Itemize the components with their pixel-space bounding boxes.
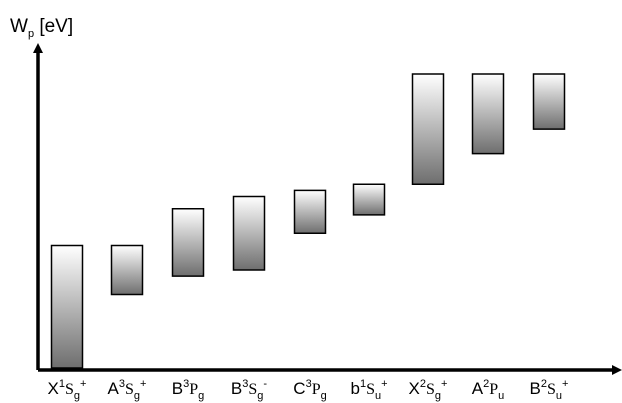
bar-1 xyxy=(110,244,144,296)
x-tick-label-2-part-2: P xyxy=(189,381,198,398)
x-tick-label-0-part-2: S xyxy=(65,381,74,398)
x-tick-label-0-part-0: X xyxy=(48,379,59,398)
x-tick-label-5-part-3: u xyxy=(375,390,381,402)
bar-5 xyxy=(352,183,386,216)
x-tick-label-6-part-0: X xyxy=(409,379,420,398)
x-tick-label-1: A3Sg+ xyxy=(108,378,147,402)
x-tick-label-6-part-4: + xyxy=(441,378,447,390)
y-axis-label-sub: p xyxy=(28,28,34,40)
x-tick-label-7-part-2: P xyxy=(489,381,498,398)
x-tick-label-6-part-1: 2 xyxy=(420,378,426,390)
bar-8 xyxy=(532,73,566,130)
x-tick-label-5-part-1: 1 xyxy=(360,378,366,390)
bar-7 xyxy=(471,73,505,155)
x-tick-label-3-part-4: - xyxy=(263,378,267,390)
bar-0 xyxy=(50,244,84,369)
x-tick-label-5-part-2: S xyxy=(366,381,375,398)
x-tick-label-2: B3Pg xyxy=(172,378,205,402)
x-tick-label-2-part-1: 3 xyxy=(183,378,189,390)
x-tick-label-0-part-1: 1 xyxy=(59,378,65,390)
x-tick-label-1-part-0: A xyxy=(108,379,120,398)
x-tick-label-6-part-3: g xyxy=(435,390,441,402)
x-tick-label-8-part-4: + xyxy=(562,378,568,390)
x-tick-label-7: A2Pu xyxy=(472,378,505,402)
x-tick-label-6: X2Sg+ xyxy=(409,378,448,402)
x-tick-label-4-part-0: C xyxy=(293,379,305,398)
x-tick-label-8-part-3: u xyxy=(556,390,562,402)
bars-layer xyxy=(50,73,566,369)
x-tick-label-1-part-1: 3 xyxy=(119,378,125,390)
x-tick-label-4-part-3: g xyxy=(321,390,327,402)
x-tick-label-0-part-4: + xyxy=(80,378,86,390)
x-tick-label-2-part-0: B xyxy=(172,379,183,398)
y-axis-label-unit: [eV] xyxy=(34,16,73,37)
x-tick-label-8: B2Su+ xyxy=(530,378,569,402)
bar-4 xyxy=(293,189,327,234)
x-tick-label-4-part-2: P xyxy=(312,381,321,398)
x-tick-label-5: b1Su+ xyxy=(350,378,387,402)
x-tick-labels: X1Sg+ A3Sg+ B3Pg B3Sg- C3Pg b1Su+ X2Sg+ A2Pu B2S… xyxy=(48,378,569,402)
y-axis-label-base: W xyxy=(10,16,28,37)
x-tick-label-1-part-4: + xyxy=(140,378,146,390)
bar-2 xyxy=(171,208,205,277)
x-tick-label-1-part-2: S xyxy=(125,381,134,398)
x-tick-label-3-part-0: B xyxy=(231,379,242,398)
x-tick-label-5-part-4: + xyxy=(381,378,387,390)
x-tick-label-0-part-3: g xyxy=(74,390,80,402)
x-tick-label-3: B3Sg- xyxy=(231,378,268,402)
x-tick-label-8-part-0: B xyxy=(530,379,541,398)
x-tick-label-6-part-2: S xyxy=(426,381,435,398)
x-tick-label-8-part-2: S xyxy=(547,381,556,398)
x-tick-label-4-part-1: 3 xyxy=(306,378,312,390)
x-tick-label-3-part-3: g xyxy=(257,390,263,402)
bar-3 xyxy=(232,195,266,271)
x-tick-label-7-part-1: 2 xyxy=(483,378,489,390)
bar-6 xyxy=(411,73,445,185)
x-tick-label-3-part-2: S xyxy=(248,381,257,398)
x-tick-label-4: C3Pg xyxy=(293,378,326,402)
x-tick-label-3-part-1: 3 xyxy=(242,378,248,390)
x-tick-label-7-part-0: A xyxy=(472,379,484,398)
x-tick-label-1-part-3: g xyxy=(134,390,140,402)
x-tick-label-0: X1Sg+ xyxy=(48,378,87,402)
x-tick-label-8-part-1: 2 xyxy=(541,378,547,390)
x-tick-label-2-part-3: g xyxy=(198,390,204,402)
x-tick-label-7-part-3: u xyxy=(498,390,504,402)
x-tick-label-5-part-0: b xyxy=(350,379,359,398)
y-axis-label: Wp [eV] xyxy=(10,16,73,40)
